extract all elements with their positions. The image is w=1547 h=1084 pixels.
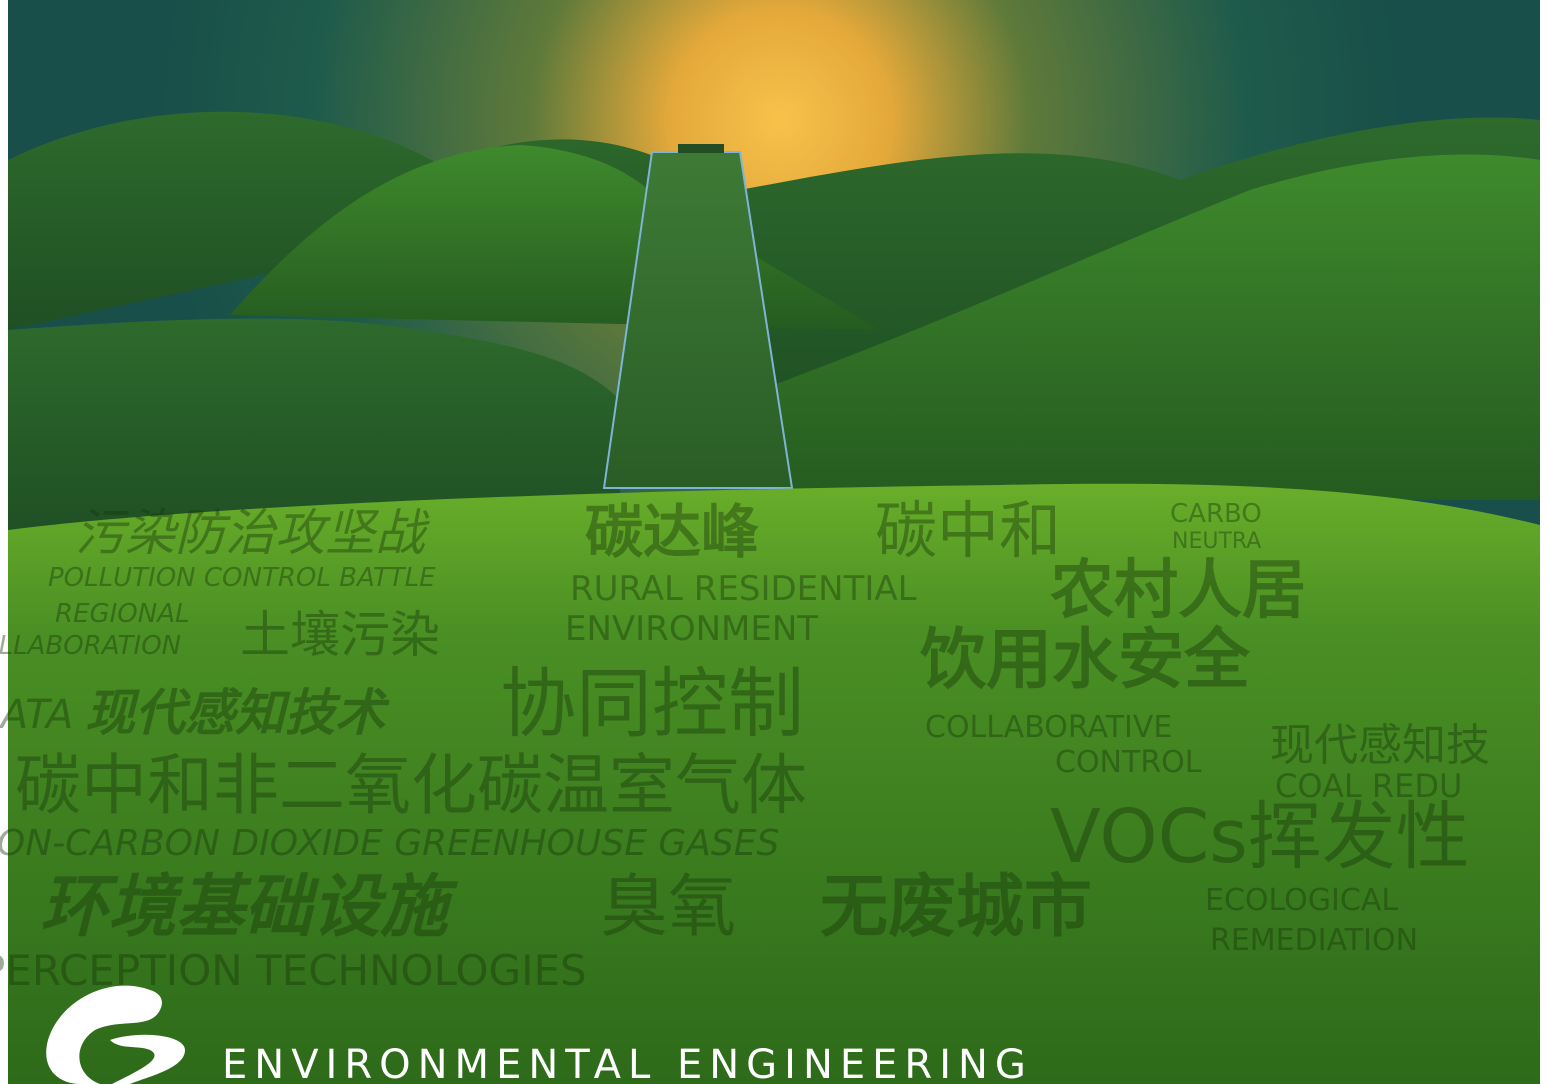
keyword: ENVIRONMENT: [565, 609, 818, 649]
keyword: POLLUTION CONTROL BATTLE: [48, 563, 436, 593]
keyword: 协同控制: [500, 659, 804, 748]
keyword: NEUTRA: [1172, 529, 1261, 554]
keyword: REGIONAL: [55, 599, 190, 629]
keyword: REMEDIATION: [1210, 923, 1418, 958]
keyword: 农村人居: [1050, 554, 1306, 628]
keyword: CONTROL: [1055, 745, 1202, 780]
keyword: 碳中和: [875, 494, 1061, 567]
keyword: 无废城市: [820, 868, 1092, 947]
keyword: 现代感知技: [1270, 720, 1490, 771]
logo: [46, 985, 185, 1084]
keyword: 臭氧: [600, 868, 736, 947]
keyword: 土壤污染: [240, 606, 440, 664]
magazine-title: ENVIRONMENTAL ENGINEERING: [222, 1042, 1033, 1084]
keyword: 碳达峰: [585, 498, 759, 566]
keyword: COLLABORATION: [0, 631, 181, 661]
keyword: 饮用水安全: [920, 621, 1251, 698]
keyword: 污染防治攻坚战: [75, 504, 430, 562]
keyword: COAL REDU: [1275, 767, 1462, 805]
keyword: DATA: [0, 692, 73, 738]
keyword: 环境基础设施: [40, 868, 459, 947]
keyword: CARBO: [1170, 499, 1262, 529]
keyword: VOCs挥发性: [1050, 794, 1470, 880]
scenery: [8, 0, 1547, 1084]
keyword: PERCEPTION TECHNOLOGIES: [0, 946, 587, 995]
keyword: COLLABORATIVE: [925, 710, 1172, 745]
keyword: 碳中和非二氧化碳温室气体: [15, 747, 807, 824]
keyword: NON-CARBON DIOXIDE GREENHOUSE GASES: [0, 823, 779, 864]
keyword: RURAL RESIDENTIAL: [570, 569, 917, 609]
keyword: ECOLOGICAL: [1205, 883, 1398, 918]
keyword: 现代感知技术: [85, 684, 390, 742]
